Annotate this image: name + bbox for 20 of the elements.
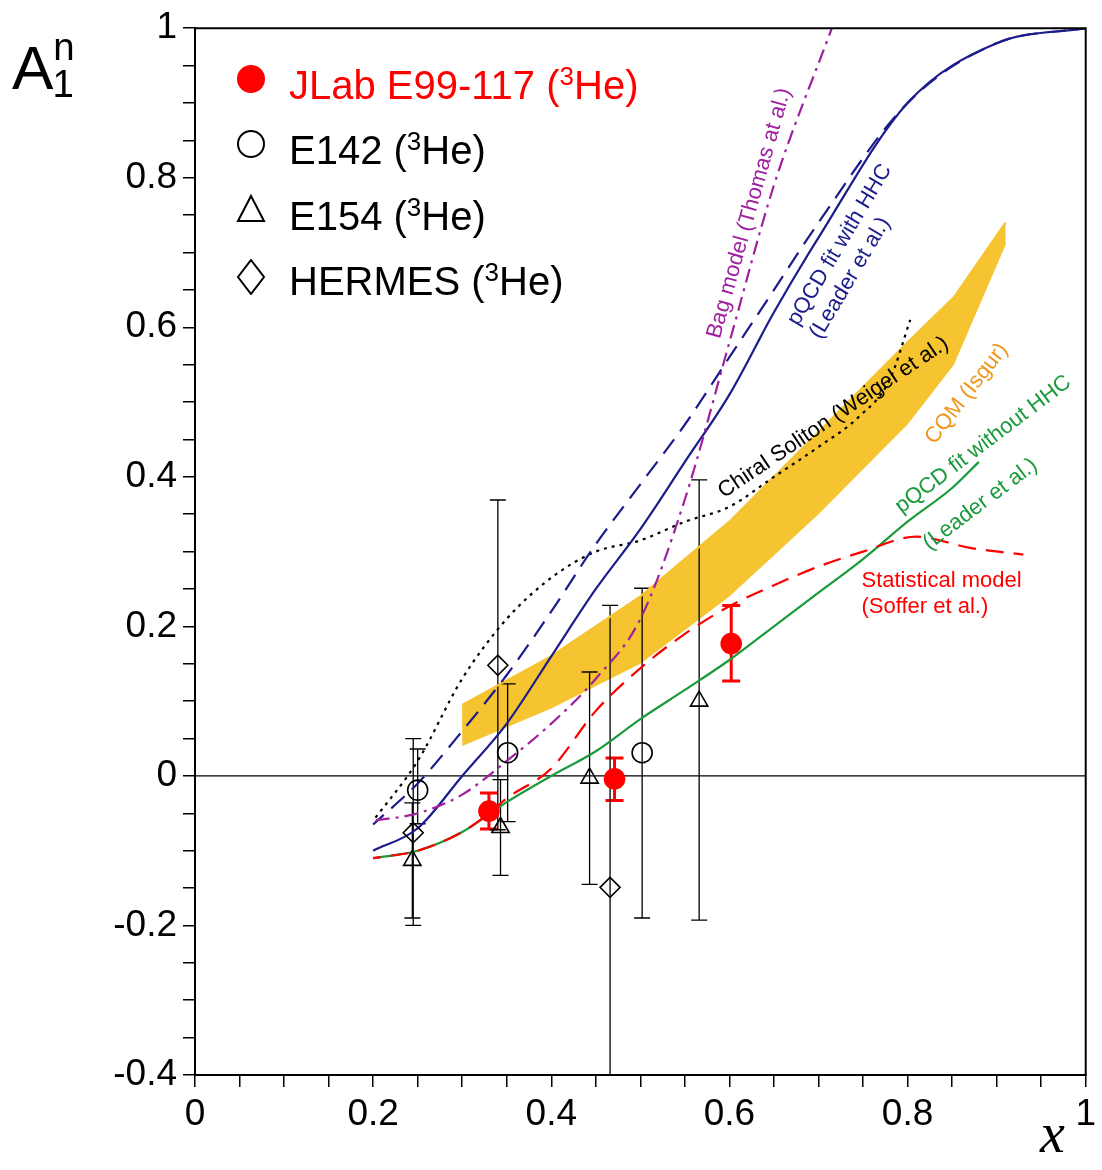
y-tick-label: 0.2: [125, 603, 177, 645]
x-tick-label: 0.8: [881, 1092, 934, 1134]
x-tick-label: 0.6: [703, 1092, 756, 1134]
x-axis-title: x: [1040, 1102, 1065, 1164]
y-tick-label: 0.4: [125, 454, 177, 496]
x-tick-label: 0.4: [525, 1092, 577, 1134]
legend-label: E154 ($^{3}$He): [289, 190, 486, 240]
y-tick-label: -0.2: [113, 902, 177, 944]
y-tick-label: 0.8: [125, 154, 177, 196]
legend-label: HERMES ($^{3}$He): [289, 256, 564, 306]
y-tick-label: -0.4: [113, 1052, 177, 1094]
y-tick-label: 0.6: [125, 304, 177, 346]
x-tick-label: 0: [184, 1092, 206, 1134]
y-tick-label: 0: [156, 753, 177, 795]
x-tick-label: 0.2: [347, 1092, 399, 1134]
legend-label: JLab E99-117 ($^{3}$He): [289, 60, 639, 110]
legend-label: E142 ($^{3}$He): [289, 125, 486, 175]
x-tick-label: 1: [1075, 1092, 1096, 1134]
y-tick-label: 1: [156, 5, 177, 47]
series-label: Statistical model (Soffer et al.): [861, 566, 1022, 618]
